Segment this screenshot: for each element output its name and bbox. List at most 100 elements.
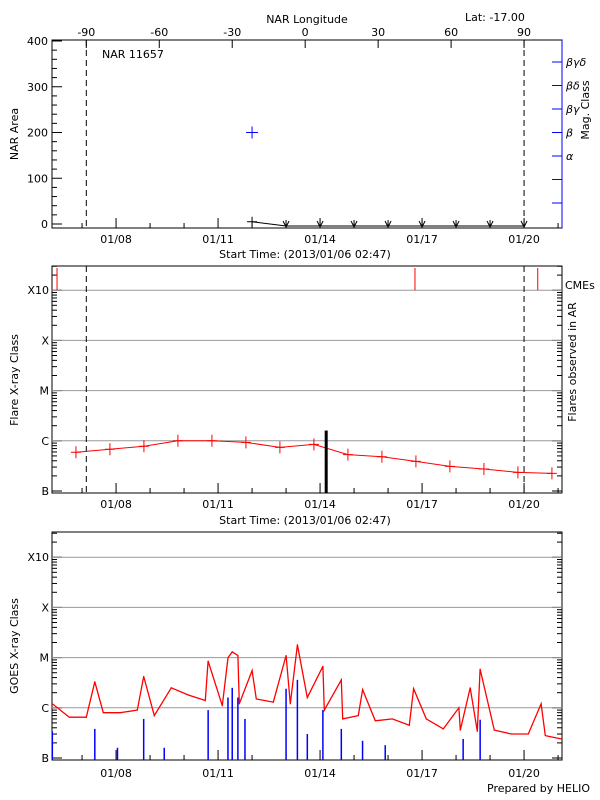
area-point [486, 220, 494, 229]
x-tick-label: 01/11 [202, 233, 234, 246]
area-point [384, 220, 392, 229]
y-tick-label: M [40, 385, 50, 398]
latitude-label: Lat: -17.00 [465, 11, 525, 24]
flare-class-point [274, 441, 285, 454]
y-tick-label: 100 [27, 172, 48, 185]
mag-class-tick-label: βγδ [565, 56, 587, 69]
flare-class-point [240, 436, 251, 449]
flare-class-point [70, 446, 81, 459]
goes-long-channel-point [143, 675, 145, 678]
x-tick-label: 01/17 [406, 498, 438, 511]
x-axis-label: Start Time: (2013/01/06 02:47) [219, 248, 391, 261]
goes-long-channel-point [510, 733, 512, 735]
goes-long-channel-point [85, 716, 87, 718]
mag-class-tick-label: α [566, 150, 574, 163]
goes-long-channel-point [340, 679, 342, 681]
goes-long-channel-point [285, 654, 287, 657]
y-axis-label: NAR Area [8, 108, 21, 160]
y-tick-label: C [41, 702, 49, 715]
x-tick-label: 01/20 [508, 498, 540, 511]
mag-class-point [246, 126, 259, 139]
goes-long-channel-point [119, 712, 121, 714]
y-tick-label: B [41, 752, 49, 765]
x-tick-label: 01/17 [406, 767, 438, 780]
x-tick-label: 01/11 [202, 767, 234, 780]
goes-long-channel-point [357, 714, 359, 717]
y-tick-label: X [41, 601, 49, 614]
goes-long-channel-point [207, 660, 209, 662]
goes-long-channel-point [227, 657, 229, 659]
goes-long-channel-point [469, 687, 471, 689]
cme-label: CMEs [565, 279, 595, 292]
mag-class-tick-label: β [565, 127, 573, 140]
goes-long-channel-point [408, 724, 410, 726]
x-axis-label: Start Time: (2013/01/06 02:47) [219, 514, 391, 527]
goes-long-channel-point [255, 698, 257, 700]
flare-class-point [478, 462, 489, 475]
goes-long-channel-point [412, 688, 415, 690]
longitude-tick-label: 90 [517, 26, 531, 39]
flare-class-point [342, 448, 353, 461]
longitude-tick-label: -60 [150, 26, 168, 39]
x-tick-label: 01/17 [406, 233, 438, 246]
goes-long-channel-point [391, 718, 393, 720]
y-tick-label: X [41, 334, 49, 347]
goes-long-channel-point [306, 696, 308, 699]
x-tick-label: 01/11 [202, 498, 234, 511]
goes-long-channel-point [540, 703, 542, 705]
area-point [452, 220, 460, 229]
goes-long-channel-point [459, 729, 461, 731]
goes-long-channel-point [527, 733, 529, 735]
longitude-tick-label: 30 [371, 26, 385, 39]
flare-class-point [410, 455, 421, 468]
y-tick-label: X10 [27, 284, 49, 297]
area-point [350, 220, 358, 229]
x-tick-label: 01/20 [508, 233, 540, 246]
x-tick-label: 01/08 [100, 498, 132, 511]
y-tick-label: C [41, 435, 49, 448]
goes-long-channel-point [560, 738, 562, 740]
goes-long-channel-point [94, 681, 96, 683]
x-tick-label: 01/14 [304, 233, 336, 246]
flare-class-point [206, 434, 217, 447]
goes-long-channel-point [544, 734, 546, 737]
y-tick-label: 0 [41, 218, 48, 231]
goes-long-channel-line [51, 644, 562, 740]
area-point [316, 220, 324, 229]
goes-long-channel-point [289, 703, 291, 705]
y-tick-label: 300 [27, 81, 48, 94]
flare-class-point [546, 467, 557, 480]
flare-class-point [512, 466, 523, 479]
flare-class-point [172, 434, 183, 447]
flare-class-point [444, 460, 455, 473]
area-point [520, 220, 528, 229]
region-title: NAR 11657 [102, 48, 164, 61]
y-tick-label: X10 [27, 551, 49, 564]
goes-long-channel-point [493, 729, 495, 731]
y-tick-label: B [41, 485, 49, 498]
x-tick-label: 01/08 [100, 767, 132, 780]
panel1-frame [51, 39, 563, 229]
footer-credit: Prepared by HELIO [487, 782, 590, 795]
flare-class-point [308, 438, 319, 451]
goes-long-channel-point [153, 714, 155, 717]
goes-long-channel-point [68, 716, 70, 718]
panel3-frame [51, 531, 563, 761]
goes-long-channel-point [187, 694, 189, 696]
y-tick-label: 400 [27, 35, 48, 48]
y-tick-label: M [40, 652, 50, 665]
flare-class-point [104, 443, 115, 456]
x-tick-label: 01/08 [100, 233, 132, 246]
goes-long-channel-point [136, 709, 138, 711]
longitude-tick-label: 0 [302, 26, 309, 39]
goes-long-channel-point [251, 670, 253, 672]
flare-class-point [138, 440, 149, 453]
goes-long-channel-point [231, 651, 233, 653]
goes-long-channel-point [296, 644, 298, 646]
area-point [418, 220, 426, 229]
y2-axis-label: Mag. Class [579, 80, 592, 139]
x-tick-label: 01/14 [304, 767, 336, 780]
goes-long-channel-point [237, 654, 239, 657]
